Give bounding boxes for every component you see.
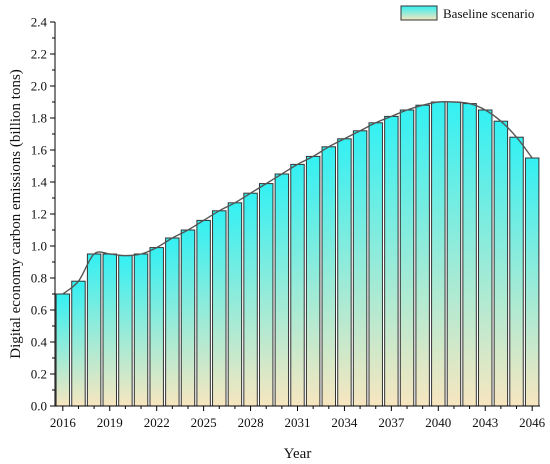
- y-tick-label: 2.4: [31, 15, 48, 30]
- bar-2020: [118, 255, 133, 407]
- bar-2029: [258, 183, 274, 407]
- x-tick-label: 2025: [191, 415, 217, 430]
- bar-2037: [384, 115, 399, 407]
- y-tick-label: 1.4: [31, 175, 48, 190]
- bar-2019: [102, 253, 117, 407]
- y-tick-label: 2.2: [31, 47, 47, 62]
- bar-2036: [368, 122, 383, 407]
- bar-2034: [337, 138, 352, 407]
- bar-2035: [352, 130, 368, 407]
- bar-2028: [243, 192, 258, 407]
- bar-2030: [274, 173, 290, 407]
- x-tick-label: 2040: [425, 415, 451, 430]
- bar-2017: [71, 280, 86, 407]
- y-tick-label: 0.2: [31, 367, 47, 382]
- y-tick-label: 1.2: [31, 207, 47, 222]
- y-tick-label: 1.0: [31, 239, 47, 254]
- bar-2040: [431, 101, 446, 407]
- legend-label: Baseline scenario: [443, 6, 534, 21]
- legend-swatch: [400, 5, 438, 21]
- x-tick-label: 2046: [519, 415, 546, 430]
- bar-2039: [415, 104, 430, 407]
- bar-2032: [305, 155, 321, 407]
- bar-2022: [149, 247, 164, 407]
- bar-2043: [478, 109, 493, 407]
- y-ticks: 0.0 0.2 0.4 0.6 0.8 1.0 1.2 1.4 1.6 1.8 2.0 2.2 2.4: [31, 15, 55, 414]
- y-tick-label: 1.6: [31, 143, 48, 158]
- x-axis-title: Year: [284, 446, 312, 462]
- bar-2018: [86, 253, 102, 407]
- y-tick-label: 2.0: [31, 79, 47, 94]
- y-tick-label: 1.8: [31, 111, 47, 126]
- trend-line-layer: [62, 100, 533, 295]
- bar-2031: [290, 163, 305, 407]
- bar-2044: [493, 120, 509, 407]
- bar-2024: [180, 229, 196, 407]
- y-axis-title: Digital economy carbon emissions (billio…: [8, 69, 24, 359]
- bar-2038: [399, 109, 415, 407]
- bar-2016: [55, 293, 71, 407]
- bar-2023: [165, 237, 180, 407]
- trend-line: [62, 100, 533, 295]
- bar-2033: [321, 146, 337, 407]
- x-tick-label: 2019: [97, 415, 123, 430]
- x-tick-label: 2016: [50, 415, 77, 430]
- y-tick-label: 0.0: [31, 399, 47, 414]
- bar-2021: [133, 253, 149, 407]
- bar-2025: [196, 219, 211, 407]
- bar-2045: [509, 136, 524, 407]
- bar-2041: [446, 101, 462, 407]
- y-tick-label: 0.4: [31, 335, 48, 350]
- x-tick-label: 2022: [144, 415, 170, 430]
- x-tick-label: 2034: [331, 415, 358, 430]
- x-tick-label: 2031: [285, 415, 311, 430]
- x-ticks: 2016 2019 2022 2025 2028 2031 2034 2037 2040 2043…: [50, 406, 546, 430]
- y-tick-label: 0.6: [31, 303, 48, 318]
- legend: Baseline scenario: [400, 5, 534, 21]
- y-tick-label: 0.8: [31, 271, 47, 286]
- x-tick-label: 2043: [472, 415, 498, 430]
- x-tick-label: 2037: [378, 415, 405, 430]
- bar-2042: [462, 103, 477, 407]
- bar-2027: [227, 202, 243, 407]
- bars-layer: [55, 101, 540, 407]
- bar-2026: [212, 210, 227, 407]
- bar-2046: [524, 157, 540, 407]
- x-tick-label: 2028: [238, 415, 264, 430]
